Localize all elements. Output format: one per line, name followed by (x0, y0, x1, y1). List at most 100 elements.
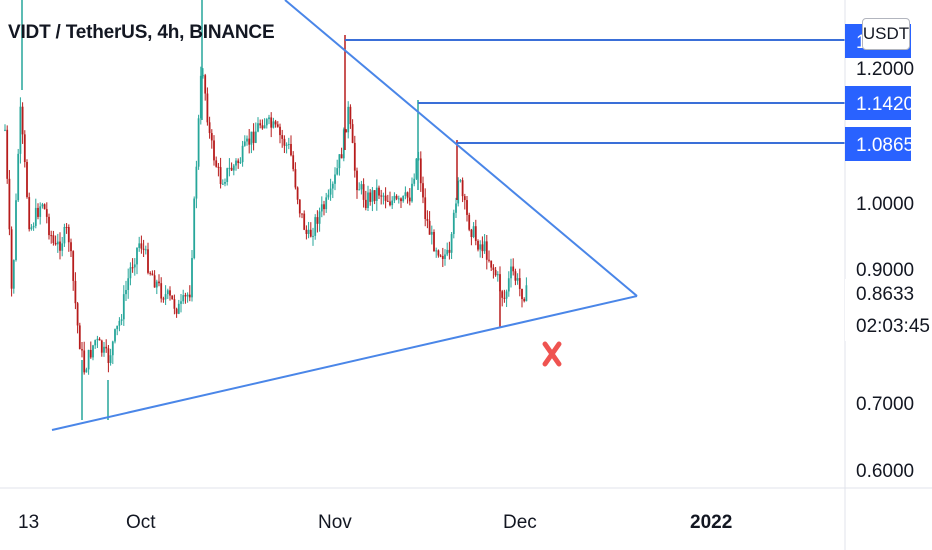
candle-body (254, 131, 257, 143)
candle-body (26, 162, 28, 198)
candle-body (72, 251, 75, 281)
candle-body (213, 140, 215, 161)
candle-body (503, 297, 506, 299)
candle-body (323, 204, 325, 210)
candle-body (296, 187, 299, 200)
candle-body (391, 200, 394, 206)
candle-body (362, 184, 365, 200)
candle-body (45, 209, 48, 217)
candle-body (382, 195, 385, 197)
candle-body (428, 220, 431, 235)
candle-body (389, 201, 391, 206)
candle-body (490, 260, 493, 268)
candle-body (496, 274, 499, 276)
candle-body (144, 249, 147, 251)
candle-body (448, 249, 451, 253)
candle-body (349, 106, 352, 125)
candle-body (235, 160, 237, 166)
candle-body (452, 212, 455, 235)
candle-body (312, 235, 314, 237)
candle-body (246, 138, 248, 142)
candle-body (384, 195, 387, 201)
x-tick-1: 13 (18, 512, 39, 533)
candle-body (433, 231, 435, 252)
countdown: 02:03:45 (856, 316, 930, 337)
candle-body (314, 217, 317, 236)
candle-body (232, 165, 235, 171)
candle-body (268, 117, 270, 120)
candle-body (505, 291, 508, 299)
candle-body (32, 225, 35, 228)
candle-body (263, 125, 266, 129)
trend-line-upper[interactable] (284, 0, 638, 297)
candle-body (215, 160, 218, 167)
candle-body (274, 121, 277, 125)
candle-body (116, 325, 119, 330)
candle-body (479, 244, 482, 250)
candle-body (466, 200, 468, 215)
candle-body (351, 124, 354, 143)
candle-body (518, 278, 521, 289)
candle-body (435, 250, 438, 252)
candle-body (336, 168, 339, 175)
candle-body (98, 338, 101, 341)
candle-body (81, 349, 83, 351)
candle-body (191, 258, 193, 298)
candle-body (120, 319, 123, 321)
candle-body (367, 192, 369, 209)
y-tick-5: 0.6000 (856, 461, 914, 482)
candle-body (283, 138, 286, 146)
candle-body (400, 198, 402, 202)
candle-body (430, 231, 433, 235)
candle-body (303, 213, 306, 230)
candle-body (54, 242, 57, 245)
candle-body (369, 192, 372, 202)
candle-body (197, 118, 200, 167)
candle-body (261, 125, 264, 129)
candle-body (501, 291, 504, 298)
price-label-box-3 (845, 127, 911, 161)
trend-line-lower[interactable] (51, 295, 638, 431)
candle-body (59, 241, 61, 251)
candle-body (19, 106, 22, 154)
candle-body (488, 259, 490, 261)
candle-body (147, 249, 149, 273)
candle-body (56, 241, 59, 245)
candle-body (52, 235, 55, 243)
candle-body (426, 219, 429, 221)
candle-body (358, 189, 361, 191)
candle-body (41, 204, 44, 207)
candle-body (160, 283, 163, 299)
candle-body (107, 348, 110, 363)
candle-body (353, 142, 356, 171)
currency-button[interactable]: USDT (862, 18, 910, 50)
candle-body (252, 131, 255, 143)
candle-body (270, 117, 273, 128)
candle-body (89, 349, 92, 358)
candle-body (301, 213, 303, 215)
candle-body (477, 240, 479, 250)
candle-body (386, 200, 389, 202)
candle-body (226, 168, 229, 182)
candle-body (199, 75, 202, 119)
candle-body (424, 197, 427, 220)
candle-body (158, 281, 160, 284)
candle-body (331, 183, 334, 189)
candle-body (182, 295, 185, 302)
candle-body (276, 124, 279, 127)
candle-body (87, 349, 90, 370)
x-tick-3: Nov (318, 512, 352, 533)
candle-body (514, 271, 517, 281)
candle-body (136, 247, 138, 265)
candle-body (287, 143, 290, 145)
time-axis[interactable]: 13 Oct Nov Dec 2022 (0, 487, 932, 533)
candle-body (281, 135, 284, 139)
y-tick-3: 0.9000 (856, 260, 914, 281)
candle-body (10, 229, 13, 289)
candle-body (48, 216, 50, 236)
candle-body (180, 301, 182, 304)
candle-body (6, 129, 9, 179)
candle-body (63, 226, 66, 244)
candle-body (118, 320, 121, 326)
